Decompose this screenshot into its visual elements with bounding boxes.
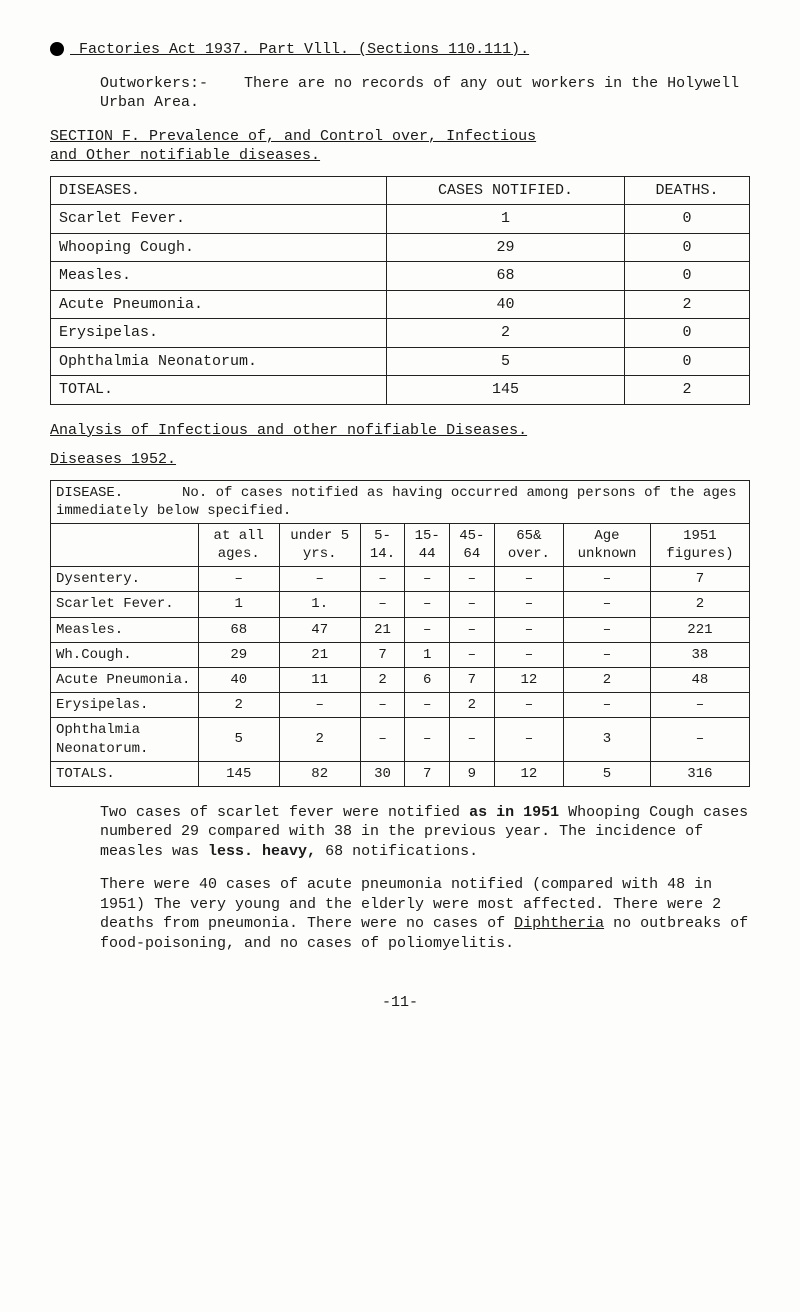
table-row: Erysipelas.20 [51, 319, 750, 348]
table-header-row: DISEASES. CASES NOTIFIED. DEATHS. [51, 176, 750, 205]
table-row: Erysipelas.2–––2––– [51, 693, 750, 718]
col-cases: CASES NOTIFIED. [387, 176, 625, 205]
page-number: -11- [50, 993, 750, 1013]
analysis-table: DISEASE. No. of cases notified as having… [50, 480, 750, 787]
table-row: Whooping Cough.290 [51, 233, 750, 262]
table-row: Dysentery.–––––––7 [51, 567, 750, 592]
table-row: Measles.680 [51, 262, 750, 291]
table2-header-row: at all ages. under 5 yrs. 5-14. 15-44 45… [51, 523, 750, 566]
page: Factories Act 1937. Part Vlll. (Sections… [50, 40, 750, 1013]
analysis-head: Analysis of Infectious and other nofifia… [50, 421, 750, 441]
table-row: Wh.Cough.292171–––38 [51, 642, 750, 667]
title-text: Factories Act 1937. Part Vlll. (Sections… [79, 41, 529, 58]
table-row: Acute Pneumonia.402 [51, 290, 750, 319]
col-diseases: DISEASES. [51, 176, 387, 205]
caption-label: DISEASE. [56, 485, 123, 501]
diseases-1952: Diseases 1952. [50, 450, 750, 470]
totals-row: TOTALS.145823079125316 [51, 761, 750, 786]
body-para-2: There were 40 cases of acute pneumonia n… [100, 875, 750, 953]
table-row: Measles.684721––––221 [51, 617, 750, 642]
table2-caption-row: DISEASE. No. of cases notified as having… [51, 480, 750, 523]
outworkers-para: Outworkers:- There are no records of any… [100, 74, 750, 113]
table-row: Ophthalmia Neonatorum.50 [51, 347, 750, 376]
bullet-icon [50, 42, 64, 56]
section-f-line1: SECTION F. Prevalence of, and Control ov… [50, 128, 536, 145]
section-f-line2: and Other notifiable diseases. [50, 147, 320, 164]
diseases-table: DISEASES. CASES NOTIFIED. DEATHS. Scarle… [50, 176, 750, 405]
caption-text: No. of cases notified as having occurred… [56, 485, 737, 519]
table-row: Scarlet Fever.11.–––––2 [51, 592, 750, 617]
outworkers-label: Outworkers:- [100, 75, 208, 92]
body-para-1: Two cases of scarlet fever were notified… [100, 803, 750, 862]
table-row: TOTAL.1452 [51, 376, 750, 405]
table-row: Acute Pneumonia.401126712248 [51, 668, 750, 693]
table-row: Scarlet Fever.10 [51, 205, 750, 234]
table-row: Ophthalmia Neonatorum.52––––3– [51, 718, 750, 761]
section-f-head: SECTION F. Prevalence of, and Control ov… [50, 127, 750, 166]
table2-caption: DISEASE. No. of cases notified as having… [51, 480, 750, 523]
title-line: Factories Act 1937. Part Vlll. (Sections… [50, 40, 750, 60]
col-deaths: DEATHS. [624, 176, 749, 205]
